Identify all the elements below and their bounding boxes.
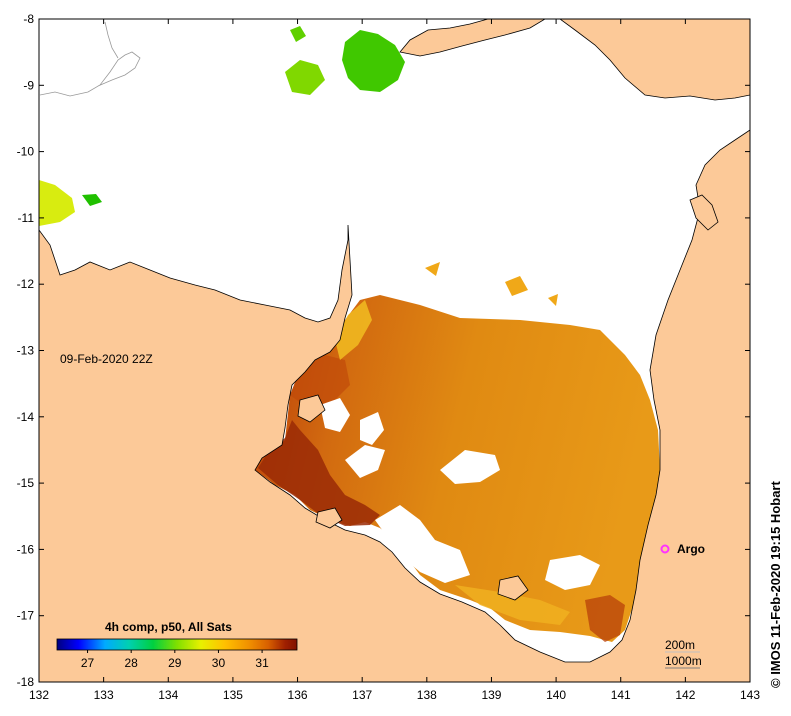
y-tick-label: -12	[17, 277, 35, 291]
sst-green-fragment	[290, 26, 306, 42]
colorbar-title: 4h comp, p50, All Sats	[105, 620, 232, 634]
argo-float-marker[interactable]: Argo	[660, 542, 706, 556]
y-tick-label: -9	[23, 78, 34, 92]
cloud-patch	[440, 450, 500, 484]
y-tick-label: -13	[17, 344, 35, 358]
land-cape-york	[559, 19, 750, 101]
x-tick-label: 133	[94, 688, 114, 702]
y-tick-label: -17	[17, 609, 35, 623]
land-island	[497, 575, 529, 601]
colorbar-tick-label: 31	[255, 656, 269, 670]
y-tick-label: -10	[17, 145, 35, 159]
cloud-patch	[360, 412, 384, 445]
x-tick-label: 139	[481, 688, 501, 702]
sst-green-fragment	[285, 60, 325, 95]
y-tick-label: -11	[18, 211, 35, 225]
sst-orange-fragment	[425, 262, 558, 306]
colorbar-tick-label: 28	[125, 656, 139, 670]
x-tick-label: 132	[29, 688, 49, 702]
depth-label-1000m: 1000m	[665, 654, 702, 668]
y-axis: -8 -9 -10 -11 -12 -13 -14 -15 -16 -17 -18	[17, 12, 750, 689]
x-tick-label: 138	[417, 688, 437, 702]
y-tick-label: -8	[23, 12, 34, 26]
colorbar-tick-label: 29	[168, 656, 182, 670]
date-label: 09-Feb-2020 22Z	[60, 352, 153, 366]
y-tick-label: -14	[17, 410, 35, 424]
argo-label: Argo	[677, 542, 705, 556]
x-tick-label: 137	[352, 688, 372, 702]
sst-warm-southeast	[585, 595, 625, 642]
cloud-patch	[345, 445, 385, 478]
credit-label: © IMOS 11-Feb-2020 19:15 Hobart	[768, 481, 783, 688]
x-tick-label: 142	[675, 688, 695, 702]
cloud-patch	[320, 398, 350, 432]
coastline-grey	[39, 21, 141, 97]
sst-green-fragment	[342, 30, 405, 92]
cloud-patch	[375, 505, 470, 583]
x-axis: 132 133 134 135 136 137 138 139 140 141 142 143	[29, 19, 760, 702]
land-island	[689, 194, 719, 231]
sst-coastal-yellow	[335, 300, 372, 360]
sst-warm-west	[258, 420, 380, 526]
y-tick-label: -15	[17, 476, 35, 490]
land-island	[297, 394, 326, 423]
cloud-patch	[545, 555, 600, 590]
land-new-guinea	[399, 19, 546, 57]
argo-marker-icon	[660, 544, 670, 554]
x-tick-label: 135	[223, 688, 243, 702]
colorbar: 4h comp, p50, All Sats 27 28 29 30 31	[56, 620, 298, 670]
y-tick-label: -18	[17, 675, 35, 689]
x-tick-label: 143	[740, 688, 760, 702]
depth-label-200m: 200m	[665, 638, 695, 652]
land-island	[315, 507, 343, 529]
sst-yellow-fragment	[39, 180, 75, 226]
colorbar-ticks: 27 28 29 30 31	[81, 650, 269, 670]
colorbar-tick-label: 30	[212, 656, 226, 670]
sst-green-fragment	[82, 194, 102, 206]
x-tick-label: 141	[611, 688, 631, 702]
depth-legend: 200m 1000m	[665, 638, 702, 669]
sst-coastal-south	[455, 585, 570, 625]
colorbar-tick-label: 27	[81, 656, 95, 670]
y-tick-label: -16	[17, 542, 35, 556]
colorbar-gradient	[56, 638, 298, 651]
x-tick-label: 136	[288, 688, 308, 702]
x-tick-label: 134	[158, 688, 178, 702]
x-tick-label: 140	[546, 688, 566, 702]
